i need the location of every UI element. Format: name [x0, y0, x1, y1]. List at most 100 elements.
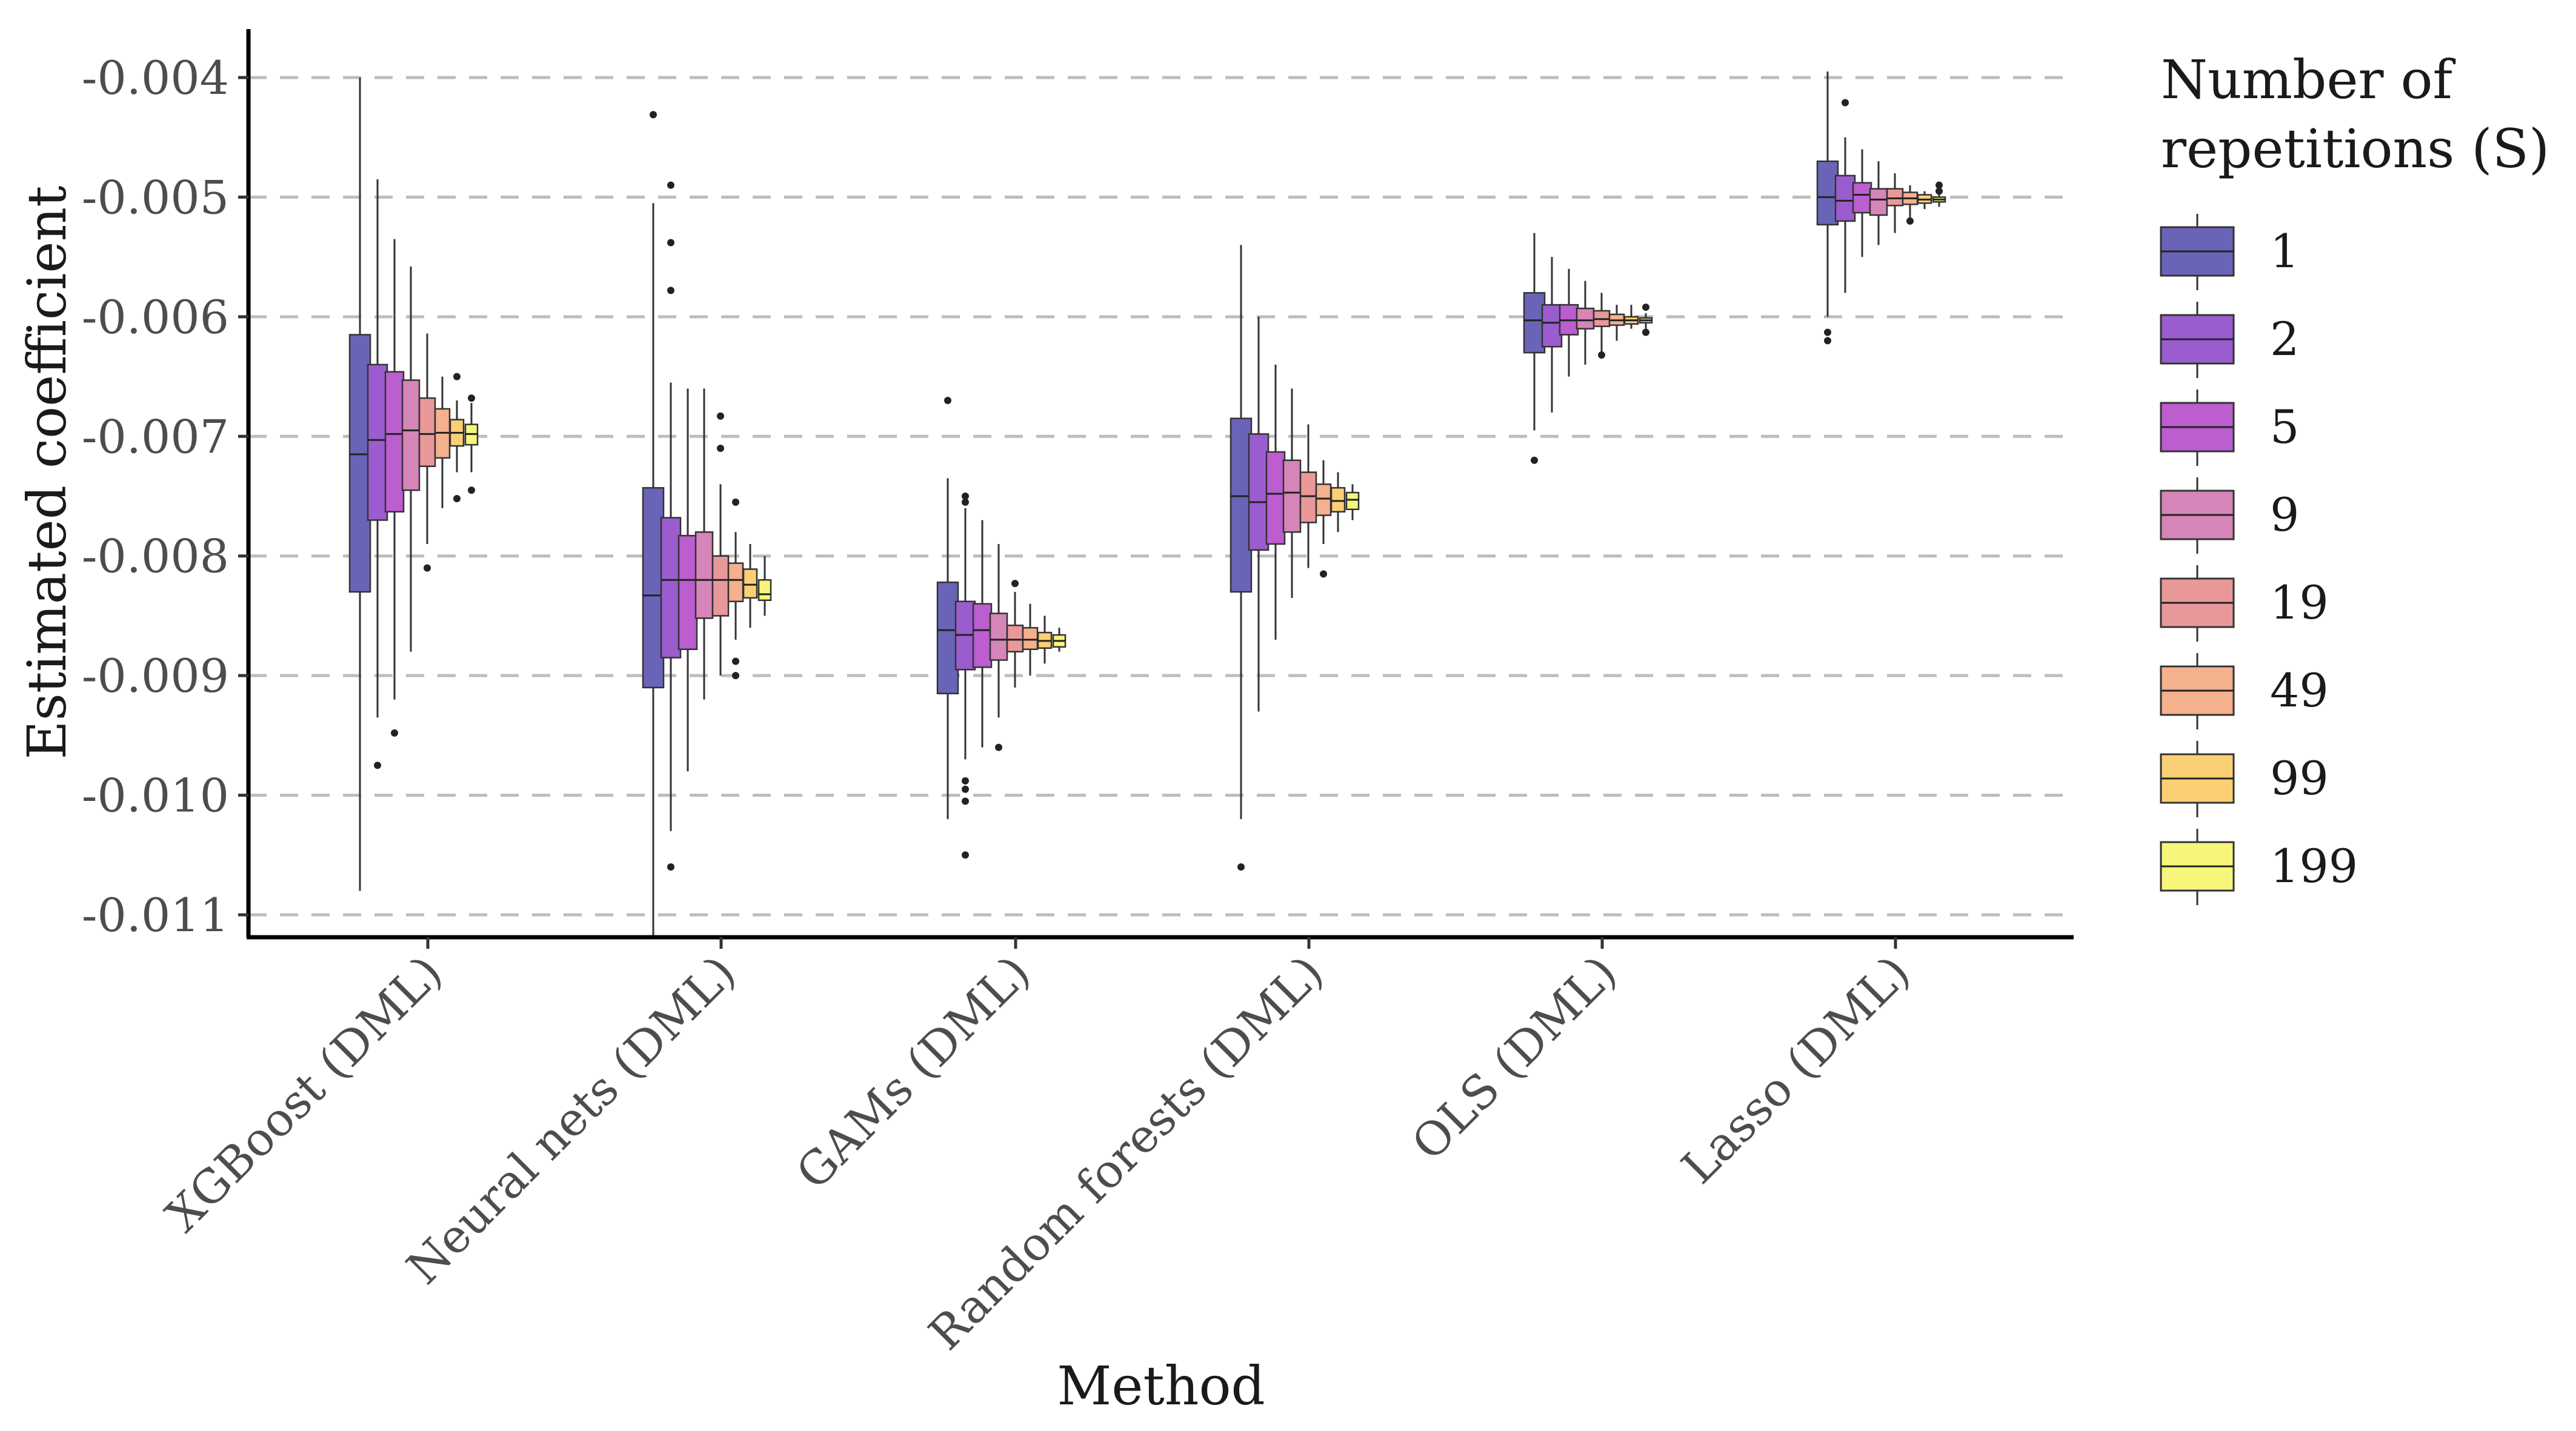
x-tick-label: GAMs (DML)	[786, 945, 1040, 1200]
y-tick-label: -0.006	[82, 290, 229, 344]
box-group	[1006, 580, 1024, 688]
box-group	[989, 543, 1008, 751]
box-group	[1299, 424, 1317, 568]
box	[1541, 304, 1563, 348]
legend-key: 9	[2160, 477, 2299, 554]
box-group	[1576, 281, 1595, 365]
box-group	[1052, 628, 1067, 652]
box-group	[660, 181, 682, 871]
legend-label: 199	[2270, 839, 2358, 893]
box-group	[1623, 305, 1639, 329]
outlier-point	[1531, 456, 1538, 464]
legend-label: 2	[2270, 312, 2299, 366]
box	[367, 364, 388, 521]
box	[1299, 471, 1317, 523]
legend-key: 1	[2160, 214, 2299, 290]
outlier-point	[667, 287, 674, 294]
outlier-point	[995, 743, 1002, 751]
box-group	[1816, 71, 1839, 345]
outlier-point	[1598, 351, 1605, 359]
box	[660, 517, 682, 659]
outlier-point	[717, 412, 724, 420]
box	[989, 613, 1008, 661]
box-group	[1248, 316, 1270, 712]
box-group	[348, 78, 371, 891]
box-group	[1523, 233, 1546, 464]
box	[727, 562, 744, 602]
box-group	[434, 376, 451, 508]
box-group	[401, 266, 421, 652]
outlier-point	[962, 785, 969, 793]
box-group	[677, 388, 698, 772]
box-group	[1608, 305, 1625, 341]
box	[711, 555, 730, 617]
box-group	[1886, 173, 1904, 233]
box	[418, 397, 436, 467]
box	[972, 603, 993, 668]
legend-label: 1	[2270, 224, 2299, 278]
box-group	[1022, 603, 1039, 676]
outlier-point	[1935, 187, 1943, 195]
box-group	[694, 388, 714, 700]
legend-title-line-1: Number of	[2161, 48, 2456, 111]
legend-key: 2	[2160, 302, 2299, 378]
outlier-point	[650, 111, 657, 119]
box	[1006, 624, 1024, 652]
outlier-point	[667, 239, 674, 247]
box	[1022, 626, 1039, 650]
box-group	[727, 498, 744, 680]
outlier-point	[453, 494, 461, 502]
x-tick-label: OLS (DML)	[1401, 945, 1626, 1170]
box	[1523, 292, 1546, 354]
legend-key: 19	[2160, 565, 2329, 642]
outlier-point	[468, 394, 475, 402]
box	[1852, 182, 1872, 214]
box	[742, 568, 758, 599]
x-tick-label: XGBoost (DML)	[155, 945, 452, 1242]
outlier-point	[732, 672, 739, 680]
box	[401, 379, 421, 491]
box-group	[1230, 245, 1253, 871]
outlier-point	[962, 493, 969, 500]
outlier-point	[1824, 337, 1831, 345]
box-group	[757, 556, 772, 616]
box	[1834, 174, 1856, 222]
legend-label: 19	[2270, 576, 2329, 629]
y-tick-label: -0.005	[82, 170, 229, 224]
box-group	[1852, 149, 1872, 257]
box-group	[1593, 293, 1611, 359]
box-group	[1037, 616, 1053, 664]
box	[1330, 486, 1346, 513]
outlier-point	[1642, 328, 1649, 336]
x-axis-title: Method	[1057, 1355, 1265, 1417]
legend-key: 199	[2160, 829, 2358, 905]
outlier-point	[1935, 181, 1943, 189]
outlier-point	[374, 762, 381, 769]
outlier-point	[1824, 328, 1831, 336]
outlier-point	[667, 181, 674, 189]
outlier-point	[962, 777, 969, 785]
box	[1248, 433, 1270, 551]
box-group	[1902, 185, 1919, 225]
outlier-point	[1906, 217, 1914, 225]
outlier-point	[468, 486, 475, 494]
legend-key: 49	[2160, 653, 2329, 729]
gridlines	[248, 76, 2074, 917]
box-group	[711, 412, 730, 676]
x-ticks: XGBoost (DML)Neural nets (DML) GAMs (DML)…	[155, 937, 1920, 1360]
x-tick-label: Neural nets (DML)	[396, 945, 746, 1295]
box-group	[742, 543, 758, 628]
y-tick-label: -0.008	[82, 530, 229, 583]
box	[1869, 188, 1888, 216]
outlier-point	[453, 373, 461, 380]
outlier-point	[667, 863, 674, 871]
outlier-point	[717, 445, 724, 453]
box-group	[1345, 484, 1360, 520]
y-tick-label: -0.009	[82, 649, 229, 703]
axes	[246, 29, 2074, 940]
legend-label: 49	[2270, 663, 2329, 717]
box-group	[1330, 472, 1346, 533]
box-group	[1869, 161, 1888, 245]
boxes	[348, 71, 1946, 939]
